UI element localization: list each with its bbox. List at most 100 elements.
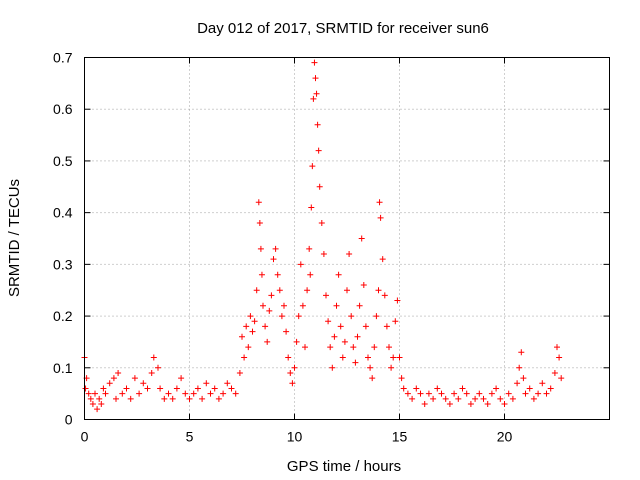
y-tick-label: 0.2 [53,308,73,324]
data-point [309,163,316,170]
data-point [306,245,313,252]
data-point [96,395,103,402]
data-point [530,395,537,402]
data-point [266,307,273,314]
data-point [497,395,504,402]
data-point [297,261,304,268]
data-point [480,395,487,402]
data-point [87,395,94,402]
data-point [312,75,319,82]
data-point [327,344,334,351]
data-point [155,364,161,371]
data-point [371,344,378,351]
data-point [220,390,227,397]
x-tick-label: 10 [287,429,303,445]
data-point [285,354,292,361]
data-point [264,338,271,345]
data-point [516,364,523,371]
data-point [314,121,321,128]
data-point [421,400,428,407]
data-point [289,380,296,387]
data-point [358,235,365,242]
data-point [228,385,235,392]
data-point [239,333,245,340]
data-point [256,219,263,226]
data-point [376,199,383,206]
data-point [554,344,560,351]
data-point [348,313,355,320]
data-point [446,400,453,407]
data-point [455,395,462,402]
data-point [539,380,546,387]
data-point [318,219,325,226]
grid [84,57,610,420]
data-point [417,390,424,397]
data-point [224,380,231,387]
data-point [381,292,388,299]
data-point [131,375,138,382]
data-point [255,199,262,206]
y-tick-label: 0.5 [53,153,73,169]
data-point [522,390,529,397]
data-point [316,183,323,190]
data-point [425,390,432,397]
data-point [236,369,243,376]
data-point [169,395,176,402]
y-tick-label: 0 [65,412,73,428]
data-point [505,390,512,397]
y-tick-label: 0.3 [53,256,73,272]
data-point [272,245,279,252]
data-point [150,354,157,361]
data-point [341,338,348,345]
data-point [308,204,315,211]
data-point [535,390,542,397]
data-point [493,385,500,392]
data-point [386,344,392,351]
data-point [106,380,113,387]
data-point [178,375,185,382]
data-point [398,375,405,382]
data-point [82,385,89,392]
data-point [260,302,266,309]
data-point [278,313,285,320]
data-point [199,395,206,402]
data-point [98,400,105,407]
data-point [207,390,214,397]
data-point [245,344,252,351]
data-point [484,400,491,407]
data-point [310,95,317,102]
data-point [346,251,353,258]
data-point [400,385,407,392]
data-point [215,395,222,402]
data-point [281,302,287,309]
data-point [157,385,164,392]
x-tick-label: 5 [186,429,194,445]
data-point [459,385,466,392]
data-point [551,369,558,376]
x-axis-label: GPS time / hours [287,458,401,475]
data-point [350,344,357,351]
data-point [558,375,565,382]
data-point [92,390,98,397]
data-point [501,400,508,407]
data-point [276,287,283,294]
data-point [299,302,306,309]
data-point [375,287,382,294]
data-point [467,400,474,407]
data-point [379,256,386,263]
data-point [247,313,254,320]
data-point [136,390,143,397]
data-point [518,349,525,356]
x-tick-label: 0 [81,429,89,445]
data-point [413,385,420,392]
data-point [472,395,479,402]
axis-ticks: 0 5 10 15 20 0 0.1 0.2 0.3 0.4 0.5 0.6 0.7 [53,50,610,445]
data-point [320,251,327,258]
data-point [329,364,336,371]
data-point [313,90,320,97]
data-point [307,271,314,278]
data-point [344,287,350,294]
data-point [258,271,265,278]
data-point [302,344,308,351]
x-tick-label: 15 [392,429,408,445]
